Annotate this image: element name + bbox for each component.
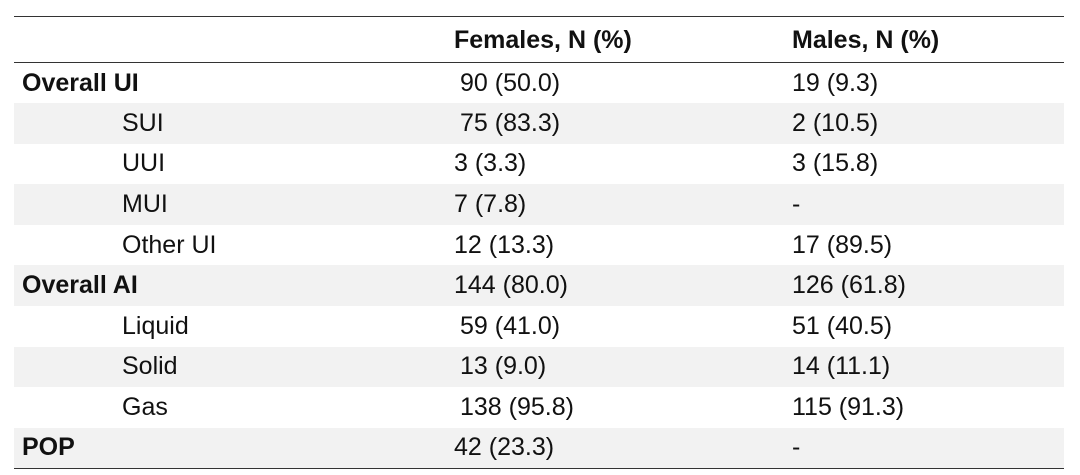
row-label-solid: Solid <box>122 352 178 381</box>
cell-males: 14 (11.1) <box>792 352 891 381</box>
cell-females: 138 (95.8) <box>460 393 574 422</box>
table-header: Females, N (%) Males, N (%) <box>14 16 1064 63</box>
results-table-container: Females, N (%) Males, N (%) Overall UI 9… <box>14 16 1064 469</box>
table-row: Overall UI 90 (50.0) 19 (9.3) <box>14 63 1064 104</box>
cell-males: 3 (15.8) <box>792 149 879 178</box>
cell-females: 144 (80.0) <box>454 271 568 300</box>
table-row: Gas 138 (95.8) 115 (91.3) <box>14 387 1064 428</box>
cell-males: 2 (10.5) <box>792 108 879 137</box>
cell-females: 75 (83.3) <box>460 108 561 137</box>
row-label-gas: Gas <box>122 393 168 422</box>
header-label-column <box>14 17 454 63</box>
header-males: Males, N (%) <box>792 26 940 54</box>
row-label-overall-ai: Overall AI <box>22 271 138 300</box>
cell-males: 19 (9.3) <box>792 68 879 97</box>
cell-females: 90 (50.0) <box>460 68 561 97</box>
table-row: SUI 75 (83.3) 2 (10.5) <box>14 103 1064 144</box>
cell-females: 42 (23.3) <box>454 433 555 462</box>
table-row: MUI 7 (7.8) - <box>14 184 1064 225</box>
header-row: Females, N (%) Males, N (%) <box>14 16 1064 63</box>
header-females: Females, N (%) <box>454 26 632 54</box>
row-label-other-ui: Other UI <box>122 230 217 259</box>
cell-females: 7 (7.8) <box>454 190 527 219</box>
results-table: Females, N (%) Males, N (%) Overall UI 9… <box>14 16 1064 469</box>
cell-females: 3 (3.3) <box>454 149 527 178</box>
row-label-sui: SUI <box>122 108 164 137</box>
table-row: Liquid 59 (41.0) 51 (40.5) <box>14 306 1064 347</box>
row-label-pop: POP <box>22 433 75 462</box>
cell-males: 126 (61.8) <box>792 271 906 300</box>
table-body: Overall UI 90 (50.0) 19 (9.3) SUI 75 (83… <box>14 63 1064 469</box>
cell-males: 115 (91.3) <box>792 393 905 422</box>
row-label-uui: UUI <box>122 149 166 178</box>
table-row: POP 42 (23.3) - <box>14 427 1064 469</box>
cell-females: 13 (9.0) <box>460 352 547 381</box>
table-row: UUI 3 (3.3) 3 (15.8) <box>14 144 1064 185</box>
cell-males: 17 (89.5) <box>792 230 893 259</box>
table-row: Other UI 12 (13.3) 17 (89.5) <box>14 225 1064 266</box>
table-row: Overall AI 144 (80.0) 126 (61.8) <box>14 265 1064 307</box>
cell-males: - <box>792 433 801 462</box>
cell-females: 59 (41.0) <box>460 311 561 340</box>
table-row: Solid 13 (9.0) 14 (11.1) <box>14 346 1064 388</box>
row-label-liquid: Liquid <box>122 311 189 340</box>
cell-males: 51 (40.5) <box>792 311 893 340</box>
cell-males: - <box>792 190 801 219</box>
row-label-mui: MUI <box>122 190 168 219</box>
cell-females: 12 (13.3) <box>454 230 555 259</box>
row-label-overall-ui: Overall UI <box>22 68 139 97</box>
